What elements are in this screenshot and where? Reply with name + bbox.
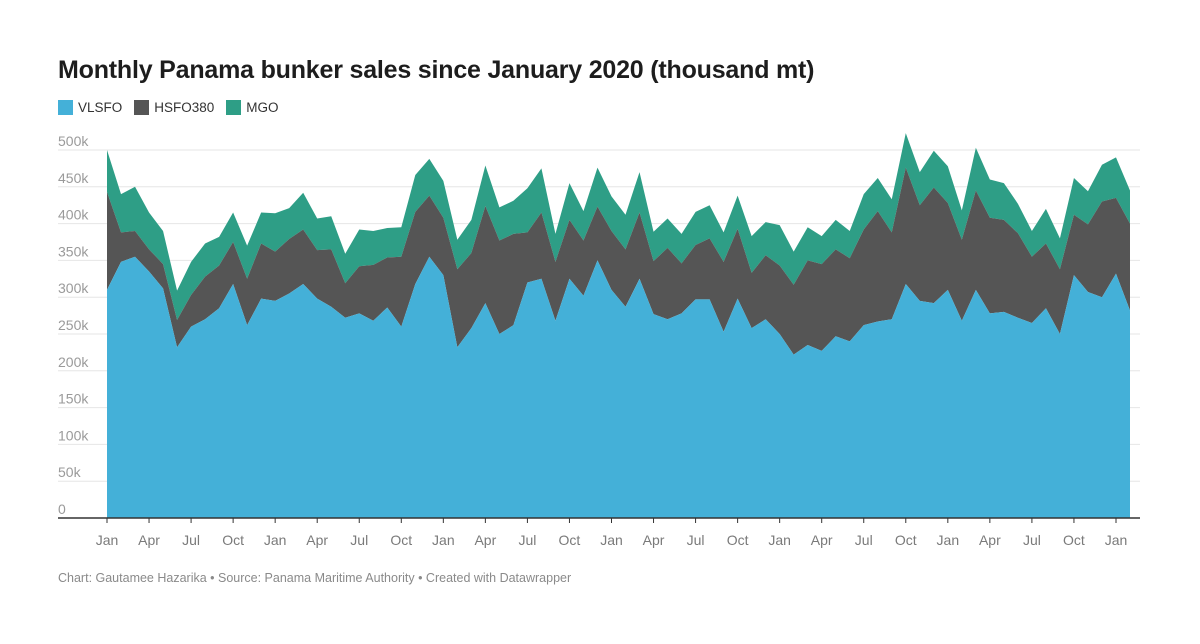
legend: VLSFO HSFO380 MGO [58, 100, 291, 115]
area-mgo [107, 133, 1130, 321]
y-tick-label: 450k [58, 170, 89, 186]
y-tick-label: 200k [58, 354, 89, 370]
y-tick-label: 0 [58, 501, 66, 517]
x-tick-label: Oct [559, 532, 581, 548]
legend-swatch-mgo [226, 100, 242, 115]
legend-item-vlsfo: VLSFO [58, 100, 122, 115]
legend-label-vlsfo: VLSFO [78, 100, 123, 115]
chart-title: Monthly Panama bunker sales since Januar… [58, 56, 815, 84]
x-tick-label: Apr [474, 532, 496, 548]
x-tick-label: Jan [937, 532, 960, 548]
x-tick-label: Jan [264, 532, 287, 548]
x-tick-label: Apr [138, 532, 160, 548]
x-tick-label: Jul [855, 532, 873, 548]
y-tick-label: 250k [58, 317, 89, 333]
chart-footer: Chart: Gautamee Hazarika • Source: Panam… [58, 571, 572, 585]
y-tick-label: 350k [58, 243, 89, 259]
x-tick-label: Jan [600, 532, 623, 548]
y-tick-label: 300k [58, 280, 89, 296]
x-tick-label: Jul [1023, 532, 1041, 548]
y-tick-label: 400k [58, 207, 89, 223]
x-tick-label: Jul [518, 532, 536, 548]
x-tick-label: Oct [727, 532, 749, 548]
y-tick-label: 50k [58, 464, 82, 480]
legend-swatch-hsfo380 [134, 100, 150, 115]
x-tick-label: Jan [432, 532, 455, 548]
area-vlsfo [107, 256, 1130, 518]
x-tick-label: Oct [895, 532, 917, 548]
x-tick-label: Jan [1105, 532, 1128, 548]
x-tick-label: Jul [687, 532, 705, 548]
y-tick-label: 500k [58, 133, 89, 149]
y-tick-label: 100k [58, 427, 89, 443]
x-tick-label: Jan [96, 532, 119, 548]
x-tick-label: Oct [1063, 532, 1085, 548]
x-tick-label: Apr [979, 532, 1001, 548]
x-tick-label: Apr [811, 532, 833, 548]
x-tick-label: Apr [643, 532, 665, 548]
legend-item-hsfo380: HSFO380 [134, 100, 214, 115]
x-tick-label: Oct [222, 532, 244, 548]
legend-label-mgo: MGO [246, 100, 279, 115]
x-tick-label: Jul [182, 532, 200, 548]
x-tick-label: Oct [390, 532, 412, 548]
x-tick-label: Jul [350, 532, 368, 548]
y-tick-label: 150k [58, 391, 89, 407]
legend-item-mgo: MGO [226, 100, 279, 115]
area-hsfo380 [107, 167, 1130, 355]
x-tick-label: Apr [306, 532, 328, 548]
x-tick-label: Jan [768, 532, 791, 548]
legend-swatch-vlsfo [58, 100, 73, 115]
legend-label-hsfo380: HSFO380 [154, 100, 215, 115]
